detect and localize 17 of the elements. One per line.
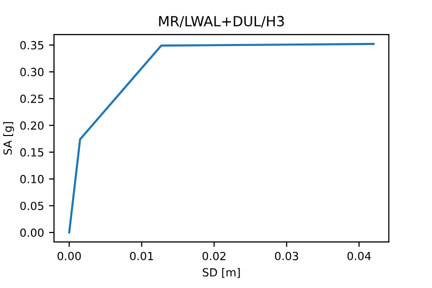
y-tick-label: 0.25 xyxy=(20,94,44,103)
x-tick-label: 0.02 xyxy=(202,252,226,260)
y-tick-label: 0.05 xyxy=(20,202,44,210)
x-tick-label: 0.01 xyxy=(130,252,154,260)
y-axis-title: SA [g] xyxy=(3,122,14,155)
x-tick-label: 0.03 xyxy=(274,252,298,260)
y-tick-label: 0.30 xyxy=(20,68,44,76)
line-series xyxy=(68,42,375,234)
x-tick-label: 0.00 xyxy=(58,252,81,260)
y-tick-label: 0.15 xyxy=(20,148,44,157)
y-tick-label: 0.35 xyxy=(20,41,44,50)
y-tick-label: 0.10 xyxy=(20,174,44,184)
x-tick-label: 0.04 xyxy=(347,252,371,260)
chart-title: MR/LWAL+DUL/H3 xyxy=(159,16,284,28)
y-tick-label: 0.20 xyxy=(20,121,44,130)
x-axis-title: SD [m] xyxy=(202,268,240,278)
y-tick-label: 0.00 xyxy=(20,228,44,237)
